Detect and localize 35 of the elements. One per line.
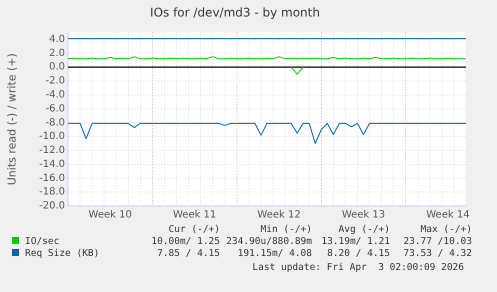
y-tick-label: -2.0 — [45, 76, 65, 87]
x-tick-label: Week 10 — [88, 210, 132, 221]
y-tick-label: -12.0 — [39, 145, 65, 156]
y-tick-label: -16.0 — [39, 172, 65, 184]
x-tick-label: Week 12 — [257, 210, 301, 221]
y-tick-label: -18.0 — [39, 186, 65, 198]
text: 10.00m/ 1.25 — [150, 236, 220, 247]
y-tick-label: -20.0 — [39, 200, 65, 212]
y-tick-label: -10.0 — [39, 131, 65, 142]
x-tick-label: Week 13 — [342, 210, 386, 221]
text: 234.90u/880.89m — [225, 236, 312, 247]
text: Avg (-/+) — [338, 224, 390, 235]
text: Min (-/+) — [260, 224, 312, 235]
legend-label: Req Size (KB) — [24, 248, 100, 259]
text: Last update: Fri Apr 3 02:00:09 2026 — [252, 262, 464, 273]
text: 191.15m/ 4.08 — [236, 248, 312, 259]
y-tick-label: 0.0 — [49, 62, 65, 73]
text: 7.85 / 4.15 — [156, 248, 220, 259]
y-tick-label: -6.0 — [45, 103, 65, 114]
text: 8.20 / 4.15 — [326, 248, 390, 259]
text: 23.77 /10.03 — [402, 236, 472, 247]
y-tick-label: 2.0 — [49, 48, 65, 59]
x-tick-label: Week 11 — [172, 210, 216, 221]
text: 13.19m/ 1.21 — [320, 236, 390, 247]
x-tick-label: Week 14 — [426, 210, 470, 221]
y-tick-label: 4.0 — [49, 34, 65, 45]
legend-label: IO/sec — [24, 236, 60, 247]
text: Cur (-/+) — [168, 224, 220, 235]
y-axis-title: Units read (-) / write (+) — [5, 53, 18, 186]
y-tick-label: -4.0 — [45, 89, 65, 100]
chart-title: IOs for /dev/md3 - by month — [150, 5, 320, 20]
text: Max (-/+) — [420, 224, 472, 235]
y-tick-label: -8.0 — [45, 117, 65, 128]
text: 73.53 / 4.32 — [402, 248, 472, 259]
y-tick-label: -14.0 — [39, 158, 65, 170]
